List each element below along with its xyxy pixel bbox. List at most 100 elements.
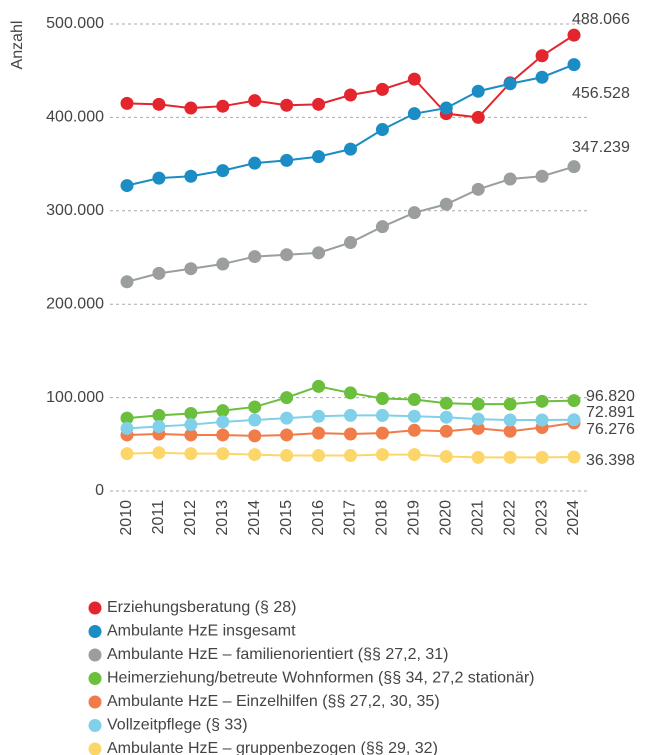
legend-label: Ambulante HzE – Einzelhilfen (§§ 27,2, 3… (107, 693, 440, 710)
legend-label: Ambulante HzE insgesamt (107, 623, 296, 640)
y-tick-label: 300.000 (46, 202, 104, 219)
data-point (344, 386, 357, 400)
data-point (216, 415, 230, 429)
legend-marker (88, 625, 102, 638)
data-point (503, 413, 517, 427)
data-point (439, 410, 453, 424)
x-tick-label: 2018 (374, 500, 391, 536)
data-point (567, 450, 581, 464)
data-point (471, 450, 485, 464)
data-point (503, 77, 517, 91)
data-point (216, 257, 230, 271)
data-point (375, 426, 389, 440)
data-point (407, 392, 421, 406)
data-point (407, 206, 421, 220)
data-point (312, 97, 326, 111)
data-point (152, 97, 166, 111)
data-label: 456.528 (572, 85, 630, 102)
data-point (567, 28, 581, 42)
y-tick-label: 400.000 (46, 109, 104, 126)
legend-label: Heimerziehung/betreute Wohnformen (§§ 34… (107, 670, 535, 687)
y-tick-label: 0 (95, 482, 104, 499)
data-point (567, 413, 581, 427)
x-tick-label: 2019 (406, 500, 423, 536)
data-point (375, 448, 389, 462)
x-tick-label: 2014 (246, 500, 263, 536)
x-tick-label: 2016 (310, 500, 327, 536)
data-point (503, 172, 517, 186)
data-point (344, 408, 357, 422)
data-point (184, 428, 198, 442)
data-label: 72.891 (586, 404, 635, 421)
data-point (280, 98, 294, 112)
data-point (439, 101, 453, 115)
data-point (535, 413, 549, 427)
data-label: 76.276 (586, 421, 635, 438)
data-point (216, 404, 230, 418)
data-point (280, 428, 294, 442)
data-point (471, 412, 485, 426)
data-point (120, 411, 134, 425)
x-tick-label: 2015 (278, 500, 295, 536)
data-point (312, 379, 326, 393)
data-point (535, 450, 549, 464)
data-label: 96.820 (586, 388, 635, 405)
data-point (407, 72, 421, 86)
y-tick-label: 200.000 (46, 295, 104, 312)
data-point (344, 88, 357, 102)
legend-label: Erziehungsberatung (§ 28) (107, 599, 296, 616)
data-point (184, 101, 198, 115)
data-point (248, 250, 262, 264)
data-point (439, 424, 453, 438)
data-point (312, 426, 326, 440)
legend-label: Vollzeitpflege (§ 33) (107, 717, 248, 734)
x-tick-label: 2020 (438, 500, 455, 536)
data-point (152, 266, 166, 280)
data-point (535, 49, 549, 63)
data-point (280, 391, 294, 405)
data-point (407, 423, 421, 437)
legend-marker (88, 672, 102, 685)
data-point (471, 182, 485, 196)
data-point (280, 411, 294, 425)
x-tick-label: 2013 (214, 500, 231, 536)
data-point (312, 449, 326, 463)
data-point (152, 171, 166, 185)
y-axis-label: Anzahl (9, 21, 26, 70)
data-point (184, 262, 198, 276)
x-tick-label: 2011 (150, 500, 167, 535)
data-point (503, 424, 517, 438)
data-point (152, 446, 166, 460)
legend-label: Ambulante HzE – gruppenbezogen (§§ 29, 3… (107, 740, 438, 755)
data-point (152, 420, 166, 434)
data-point (280, 153, 294, 167)
data-point (407, 107, 421, 121)
data-point (216, 99, 230, 113)
data-point (248, 448, 262, 462)
legend-marker (88, 601, 102, 615)
data-point (120, 275, 134, 289)
data-point (312, 150, 326, 164)
data-point (375, 123, 389, 137)
x-tick-label: 2022 (501, 500, 518, 536)
data-point (471, 84, 485, 98)
legend-marker (88, 742, 102, 755)
data-point (439, 197, 453, 211)
data-point (439, 449, 453, 463)
data-point (407, 409, 421, 423)
data-point (439, 396, 453, 410)
data-point (120, 179, 134, 193)
data-point (280, 248, 294, 262)
data-point (535, 169, 549, 183)
data-point (312, 246, 326, 260)
data-point (120, 96, 134, 110)
data-point (535, 70, 549, 84)
data-label: 488.066 (572, 11, 630, 28)
data-point (152, 408, 166, 422)
y-tick-label: 100.000 (46, 389, 104, 406)
data-point (344, 427, 357, 441)
data-point (567, 394, 581, 408)
data-point (120, 421, 134, 435)
data-point (184, 447, 198, 461)
